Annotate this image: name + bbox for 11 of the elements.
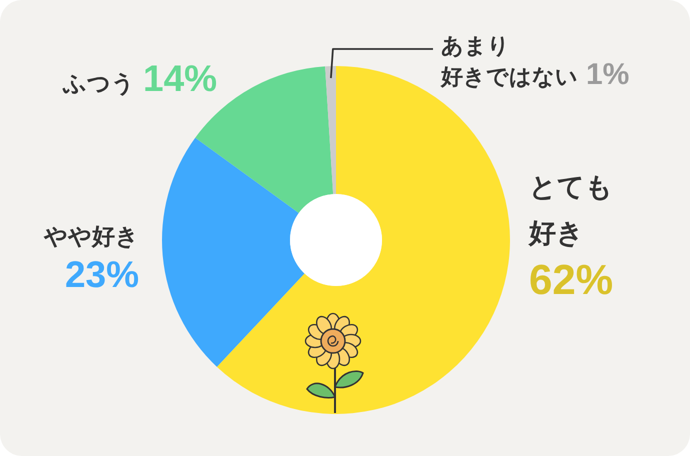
- donut-slice: [162, 138, 305, 367]
- data-label: 14%: [143, 58, 218, 99]
- donut-slice: [325, 66, 336, 194]
- data-label: 1%: [586, 58, 630, 91]
- slice-label: とても好き: [528, 172, 613, 248]
- data-label: 23%: [64, 254, 139, 295]
- donut-slice: [216, 66, 510, 414]
- slice-label: やや好き: [43, 223, 139, 249]
- slice-label: ふつう: [62, 70, 135, 96]
- data-label: 62%: [529, 256, 614, 303]
- slice-label: あまり好きではない: [440, 33, 578, 89]
